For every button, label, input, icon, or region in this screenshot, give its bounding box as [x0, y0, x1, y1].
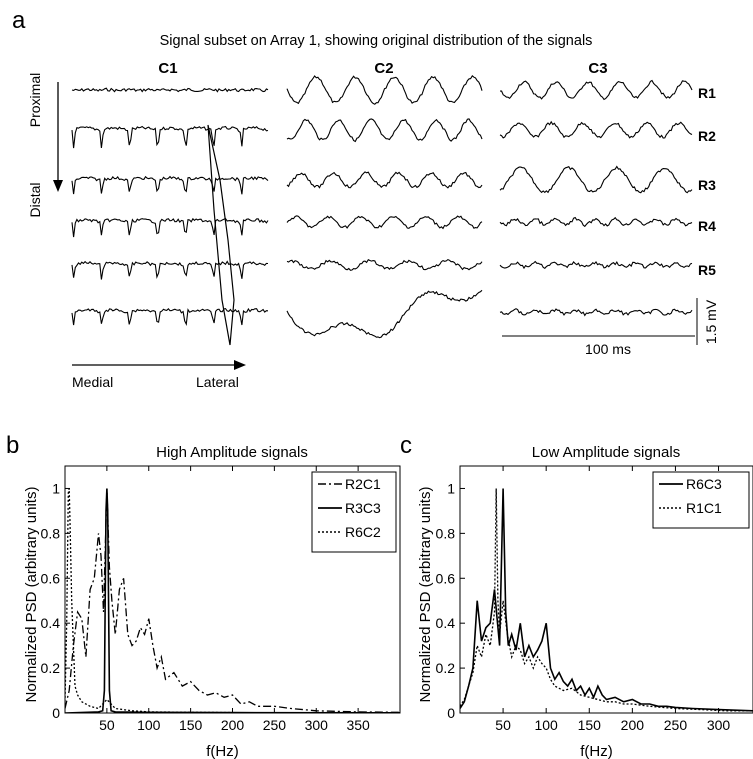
row-label-r2: R2: [698, 128, 716, 144]
x-tick-label: 50: [99, 717, 115, 733]
signal-trace-r6-c1: [71, 307, 269, 326]
y-tick-label: 0.6: [436, 570, 456, 586]
x-tick-label: 150: [179, 717, 203, 733]
x-tick-label: 200: [621, 717, 645, 733]
x-axis-label: f(Hz): [206, 743, 239, 759]
y-tick-label: 0.2: [41, 660, 61, 676]
y-tick-label: 0.4: [41, 615, 61, 631]
series-line-r2c1: [65, 488, 400, 713]
signal-trace-r2-c2: [286, 118, 483, 143]
plot-frame: [459, 465, 753, 714]
row-label-r1: R1: [698, 85, 716, 101]
y-axis-label: Normalized PSD (arbitrary units): [23, 487, 40, 703]
x-tick-label: 250: [664, 717, 688, 733]
y-tick-label: 0: [447, 705, 455, 721]
y-tick-label: 0.8: [436, 525, 456, 541]
y-tick-label: 0.8: [41, 525, 61, 541]
signal-trace-r6-c2: [286, 289, 483, 339]
signal-trace-r6-c3: [499, 308, 693, 317]
y-tick-label: 0.6: [41, 570, 61, 586]
row-label-r5: R5: [698, 262, 716, 278]
legend-box: [652, 471, 750, 529]
legend-label-r6c2: R6C2: [345, 524, 381, 540]
x-tick-label: 50: [495, 717, 511, 733]
time-scale-label: 100 ms: [585, 341, 631, 357]
signal-trace-r2-c1: [71, 125, 269, 149]
signal-trace-r3-c2: [286, 171, 483, 189]
signal-trace-r5-c2: [286, 258, 483, 271]
y-tick-label: 0.4: [436, 615, 456, 631]
panel-b: b High Amplitude signals 50 100 150 200 250 30…: [6, 432, 401, 759]
signal-trace-r3-c1: [71, 175, 269, 195]
legend-label-r2c1: R2C1: [345, 476, 381, 492]
signal-trace-r2-c3: [499, 120, 693, 139]
legend-label-r1c1: R1C1: [686, 500, 722, 516]
column-label-c1: C1: [158, 60, 177, 77]
chart-title: Low Amplitude signals: [532, 444, 680, 461]
signal-trace-r4-c2: [286, 215, 483, 230]
y-tick-label: 1: [52, 480, 60, 496]
panel-b-letter: b: [6, 432, 19, 459]
x-tick-label: 100: [137, 717, 161, 733]
x-tick-label: 350: [346, 717, 370, 733]
signal-trace-r5-c1: [71, 260, 269, 280]
panel-c-letter: c: [400, 432, 412, 459]
distal-label: Distal: [27, 182, 43, 217]
panel-a-letter: a: [12, 7, 26, 34]
psd-chart-low-amplitude: Low Amplitude signals 50 100 150 200 250 300 0 0…: [417, 444, 753, 759]
signal-trace-r1-c1: [71, 87, 269, 93]
y-tick-label: 0: [52, 705, 60, 721]
panel-c: c Low Amplitude signals 50 100 150 200 250 300…: [400, 432, 753, 759]
y-axis-label: Normalized PSD (arbitrary units): [417, 487, 434, 703]
series-line-r1c1: [460, 488, 753, 712]
column-label-c2: C2: [374, 60, 393, 77]
proximal-distal-arrowhead: [53, 180, 63, 192]
row-label-r3: R3: [698, 177, 716, 193]
panel-a-title: Signal subset on Array 1, showing origin…: [160, 33, 593, 49]
signal-trace-r4-c3: [499, 216, 693, 228]
artifact-spike: [207, 124, 235, 346]
legend-label-r3c3: R3C3: [345, 500, 381, 516]
series-line-r6c2: [65, 488, 400, 713]
row-label-r4: R4: [698, 218, 716, 234]
x-tick-label: 100: [534, 717, 558, 733]
x-tick-label: 300: [305, 717, 329, 733]
signal-trace-r4-c1: [71, 217, 269, 238]
voltage-scale-label: 1.5 mV: [703, 299, 719, 344]
proximal-label: Proximal: [27, 73, 43, 127]
signal-trace-r3-c3: [499, 165, 693, 194]
medial-lateral-arrowhead: [234, 360, 246, 370]
signal-trace-r5-c3: [499, 260, 693, 270]
legend-label-r6c3: R6C3: [686, 476, 722, 492]
panel-a: a Signal subset on Array 1, showing orig…: [12, 7, 719, 390]
medial-label: Medial: [72, 374, 113, 390]
x-axis-label: f(Hz): [580, 743, 613, 759]
legend-box: [311, 471, 397, 553]
x-tick-label: 250: [263, 717, 287, 733]
x-tick-label: 300: [707, 717, 731, 733]
signal-trace-r1-c3: [500, 79, 693, 101]
x-tick-label: 150: [578, 717, 602, 733]
lateral-label: Lateral: [196, 374, 239, 390]
x-tick-label: 200: [221, 717, 245, 733]
column-label-c3: C3: [588, 60, 607, 77]
chart-title: High Amplitude signals: [156, 444, 308, 461]
psd-chart-high-amplitude: High Amplitude signals 50 100 150 200 250 300 3…: [23, 444, 401, 759]
y-tick-label: 0.2: [436, 660, 456, 676]
series-line-r6c3: [460, 488, 753, 712]
signal-trace-r1-c2: [286, 74, 483, 105]
y-tick-label: 1: [447, 480, 455, 496]
signal-traces: [71, 74, 693, 346]
